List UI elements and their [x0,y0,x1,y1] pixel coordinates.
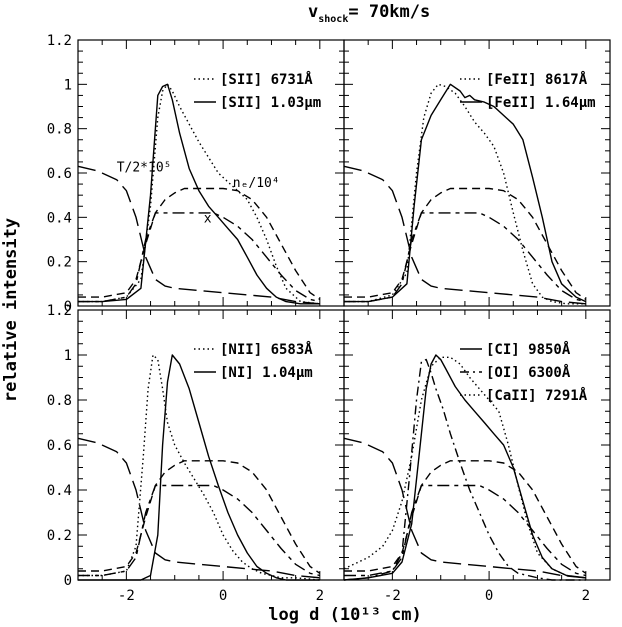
legend-label: [CI] 9850Å [486,341,571,358]
legend-label: [CaII] 7291Å [486,387,588,404]
x-tick-label: 2 [582,588,590,604]
y-tick-label: 0 [64,573,72,589]
y-tick-label: 0.8 [47,393,72,409]
legend-label: [NI] 1.04μm [220,365,313,381]
y-tick-label: 1 [64,348,72,364]
series-line-long-dash [77,165,320,305]
x-tick-label: 0 [219,588,227,604]
legend-label: [OI] 6300Å [486,364,571,381]
annotation-label: nₑ/10⁴ [233,176,280,191]
y-tick-label: 0.8 [47,122,72,138]
panels: 0 0.2 0.4 0.6 0.8 1 1.2 [SII] 6731Å [SII] 1.03μm… [47,33,611,604]
y-tick-label: 0 [64,299,72,315]
series-line-short-dash [78,460,321,574]
series-line-dotted [343,356,586,579]
y-tick-label: 1.2 [47,303,72,319]
series-line-long-dash [343,437,586,579]
x-tick-label: 0 [485,588,493,604]
panel-bottom-left: 0 0.2 0.4 0.6 0.8 1 1.2 -2 0 2 [NII] 6583Å [NI] 1.0… [47,303,345,604]
panel-top-right: [FeII] 8617Å [FeII] 1.64μm [343,39,611,307]
legend-label: [SII] 1.03μm [220,95,321,111]
series-line-dotted [78,354,320,581]
annotation-label: x [204,211,212,226]
series-line-long-dash [343,165,586,305]
y-tick-label: 0.2 [47,255,72,271]
y-tick-label: 0.6 [47,166,72,182]
y-tick-label: 0.4 [47,483,72,499]
series-line-dash-short [78,212,320,303]
y-tick-label: 0.6 [47,438,72,454]
series-line-solid [78,354,320,581]
legend-label: [FeII] 1.64μm [486,95,596,111]
y-tick-label: 0.4 [47,210,72,226]
series-line-dash-dot [343,358,586,581]
figure-title-sub: shock [318,14,348,25]
series-line-solid [343,354,586,581]
panel-bottom-right: -2 0 2 [CI] 9850Å [OI] 6300Å [CaII] 7291Å [343,309,611,604]
y-axis-label: relative intensity [1,218,21,402]
x-axis-label: log d (10¹³ cm) [268,605,422,625]
legend-label: [FeII] 8617Å [486,71,588,88]
series-line-short-dash [78,187,321,300]
series-line-long-dash [77,437,320,579]
series-line-dash-short [344,484,586,577]
series-line-short-dash [344,460,587,574]
x-tick-label: -2 [384,588,401,604]
series-line-dotted [78,83,320,305]
panel-top-left: 0 0.2 0.4 0.6 0.8 1 1.2 [SII] 6731Å [SII] 1.03μm… [47,33,345,315]
y-tick-label: 1.2 [47,33,72,49]
figure-title-rest: = 70km/s [348,2,430,22]
figure-title: vshock= 70km/s [308,2,430,25]
legend-label: [NII] 6583Å [220,341,313,358]
x-tick-label: -2 [118,588,135,604]
series-line-short-dash [344,187,587,300]
y-tick-label: 0.2 [47,528,72,544]
series-line-solid [344,83,587,303]
series-line-solid [78,83,320,305]
y-tick-label: 1 [64,77,72,93]
series-line-dash-short [78,484,320,577]
series-line-dash-short [344,212,586,303]
legend-label: [SII] 6731Å [220,71,313,88]
annotation-label: T/2*10⁵ [117,160,172,175]
x-tick-label: 2 [316,588,324,604]
series-line-dotted [344,83,586,305]
figure-title-main: v [308,2,318,22]
